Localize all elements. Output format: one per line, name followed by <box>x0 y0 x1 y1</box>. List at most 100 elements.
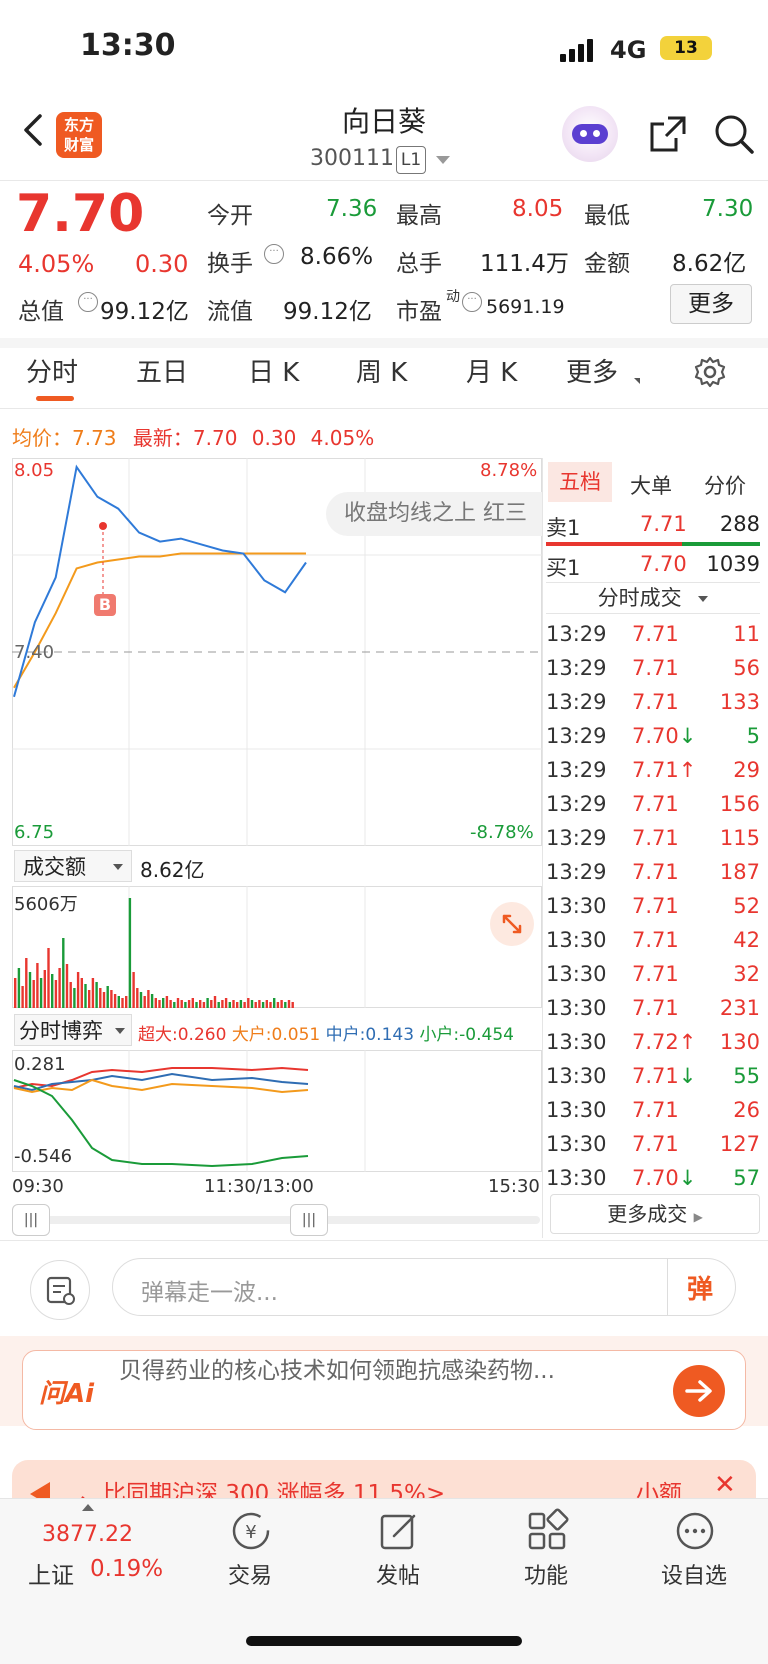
info-icon[interactable]: ··· <box>462 292 482 312</box>
volume-bar <box>236 1002 239 1008</box>
range-handle-right[interactable]: ||| <box>290 1204 328 1236</box>
volume-bar <box>39 978 43 1008</box>
pct-axis-bottom: -8.78% <box>470 822 534 843</box>
tab-day-k[interactable]: 日 K <box>248 358 300 388</box>
pattern-tip[interactable]: 收盘均线之上 红三 <box>326 492 542 536</box>
flow-super: 超大:0.260 <box>138 1025 227 1045</box>
expand-icon[interactable] <box>490 902 534 946</box>
y-axis-mid: 7.40 <box>14 642 55 663</box>
header-divider <box>0 180 768 181</box>
tick-time: 13:29 <box>546 792 607 816</box>
ai-robot-icon[interactable] <box>562 106 618 162</box>
comment-list-icon[interactable] <box>30 1260 90 1320</box>
tick-price: 7.71↑ <box>632 758 697 782</box>
tab-week-k[interactable]: 周 K <box>356 358 408 388</box>
stock-name: 向日葵 <box>341 105 426 138</box>
volume-bar <box>169 1000 172 1008</box>
tab-five-day[interactable]: 五日 <box>136 358 189 388</box>
tick-time: 13:30 <box>546 1166 607 1190</box>
volume-bar <box>47 948 50 1008</box>
more-ticks-label: 更多成交 <box>607 1202 688 1226</box>
level-badge[interactable]: L1 <box>396 146 426 174</box>
tick-time: 13:30 <box>546 1132 607 1156</box>
buy-marker[interactable]: B <box>94 594 116 616</box>
volume-bar <box>154 998 157 1008</box>
more-ticks-button[interactable]: 更多成交 ▶ <box>550 1194 760 1234</box>
bid-label: 买1 <box>546 556 581 580</box>
nav-post[interactable]: 发帖 <box>375 1564 420 1589</box>
side-tab-price[interactable]: 分价 <box>704 474 746 498</box>
index-name[interactable]: 上证 <box>28 1563 74 1589</box>
float-value: 99.12亿 <box>283 299 372 325</box>
tick-row: 13:30 7.70↓ 57 <box>546 1166 760 1200</box>
volume-bar <box>280 1000 283 1008</box>
tick-volume: 130 <box>719 1030 760 1054</box>
tab-more[interactable]: 更多 <box>566 358 619 388</box>
volume-bar <box>217 1002 220 1008</box>
info-icon[interactable]: ··· <box>264 244 284 264</box>
comment-divider <box>0 1240 768 1241</box>
avg-label: 均价： <box>12 426 72 450</box>
volume-bar <box>25 958 28 1008</box>
chevron-down-icon <box>113 864 123 870</box>
tick-volume: 115 <box>719 826 760 850</box>
volume-bar <box>113 994 117 1008</box>
danmu-toggle-button[interactable]: 弹 <box>687 1275 714 1305</box>
battery-level: 13 <box>674 38 698 58</box>
range-handle-left[interactable]: ||| <box>12 1204 50 1236</box>
tick-row: 13:29 7.71↑ 29 <box>546 758 760 792</box>
volume-bar <box>176 998 180 1008</box>
side-tab-five[interactable]: 五档 <box>548 462 612 502</box>
share-icon[interactable] <box>646 112 690 160</box>
tick-price: 7.70↓ <box>632 724 697 748</box>
volume-bar <box>184 1002 187 1008</box>
volume-bar <box>206 998 209 1008</box>
mcap-value: 99.12亿 <box>100 299 189 325</box>
tab-intraday[interactable]: 分时 <box>26 358 79 388</box>
ai-send-button[interactable] <box>673 1365 725 1417</box>
ai-question-box[interactable]: 问Ai 贝得药业的核心技术如何领跑抗感染药物... <box>22 1350 746 1430</box>
ai-label: 问Ai <box>39 1379 95 1409</box>
function-icon[interactable] <box>524 1508 570 1558</box>
tab-month-k[interactable]: 月 K <box>466 358 518 388</box>
nav-function[interactable]: 功能 <box>523 1564 568 1589</box>
volume-bar <box>54 980 58 1008</box>
intraday-chart[interactable] <box>12 458 542 846</box>
tick-price: 7.71 <box>632 962 679 986</box>
flow-selector[interactable]: 分时博弈 <box>14 1014 132 1046</box>
side-tab-big[interactable]: 大单 <box>630 474 672 498</box>
flow-large: 大户:0.051 <box>231 1025 321 1045</box>
flow-small-line <box>13 1079 309 1168</box>
volume-selector[interactable]: 成交额 <box>14 850 132 882</box>
volume-bar <box>250 1000 254 1008</box>
tick-volume: 156 <box>719 792 760 816</box>
info-icon[interactable]: ··· <box>78 292 98 312</box>
tick-volume: 32 <box>733 962 760 986</box>
back-icon[interactable] <box>16 110 52 150</box>
mcap-label: 总值 <box>18 299 64 325</box>
nav-trade[interactable]: 交易 <box>227 1564 272 1589</box>
ticks-header[interactable]: 分时成交 <box>546 582 760 614</box>
index-value[interactable]: 3877.22 <box>42 1522 133 1547</box>
watchlist-icon[interactable] <box>672 1508 718 1558</box>
volume-chart <box>12 886 542 1008</box>
tick-volume: 52 <box>733 894 760 918</box>
trade-icon[interactable]: ¥ <box>228 1508 274 1558</box>
open-value: 7.36 <box>326 196 378 222</box>
flow-mid: 中户:0.143 <box>325 1025 415 1045</box>
tick-volume: 127 <box>719 1132 760 1156</box>
close-icon[interactable]: ✕ <box>714 1470 736 1500</box>
ask-volume: 288 <box>719 512 760 536</box>
more-button[interactable]: 更多 <box>670 284 752 324</box>
dropdown-icon[interactable] <box>436 156 450 164</box>
tick-row: 13:30 7.71 231 <box>546 996 760 1030</box>
settings-icon[interactable] <box>692 354 728 394</box>
tick-price: 7.71 <box>632 894 679 918</box>
post-icon[interactable] <box>376 1508 422 1558</box>
index-pct[interactable]: 0.19% <box>90 1556 164 1582</box>
danmu-input[interactable]: 弹幕走一波... 弹 <box>112 1258 736 1316</box>
search-icon[interactable] <box>712 112 756 160</box>
stock-code: 300111 <box>310 146 394 171</box>
nav-add-watchlist[interactable]: 设自选 <box>660 1564 727 1589</box>
bid-row: 买1 7.70 1039 <box>546 552 760 586</box>
